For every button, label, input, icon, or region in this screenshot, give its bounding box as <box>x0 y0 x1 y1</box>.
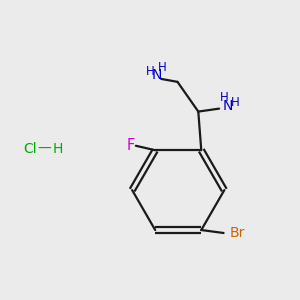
Text: N: N <box>152 68 162 82</box>
Text: F: F <box>126 138 135 153</box>
Text: H: H <box>53 142 63 155</box>
Text: Br: Br <box>230 226 245 240</box>
Text: H: H <box>158 61 167 74</box>
Text: N: N <box>222 99 233 113</box>
Text: H: H <box>220 91 229 104</box>
Text: —: — <box>38 142 51 155</box>
Text: H: H <box>146 65 154 78</box>
Text: H: H <box>230 96 239 109</box>
Text: Cl: Cl <box>23 142 36 155</box>
